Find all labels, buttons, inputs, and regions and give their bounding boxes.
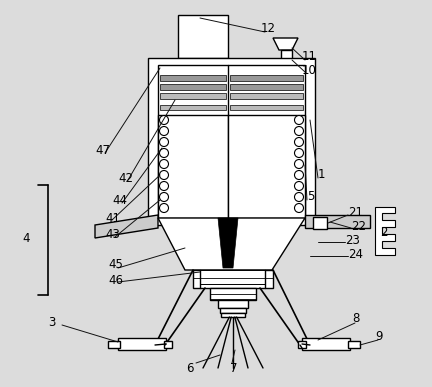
Circle shape: [159, 115, 168, 125]
Text: 8: 8: [352, 312, 359, 325]
Polygon shape: [305, 215, 370, 228]
Bar: [160, 75, 226, 81]
Bar: [221, 313, 245, 317]
Circle shape: [295, 192, 304, 202]
Circle shape: [159, 171, 168, 180]
Circle shape: [159, 127, 168, 135]
Bar: [193, 270, 273, 288]
Polygon shape: [158, 218, 305, 270]
Circle shape: [159, 159, 168, 168]
Bar: [230, 105, 303, 110]
Circle shape: [159, 149, 168, 158]
Bar: [302, 338, 350, 350]
Circle shape: [159, 192, 168, 202]
Bar: [160, 93, 226, 99]
Text: 47: 47: [95, 144, 110, 156]
Bar: [220, 308, 246, 313]
Bar: [230, 75, 303, 81]
Bar: [148, 58, 315, 225]
Text: 2: 2: [380, 226, 388, 240]
Text: 45: 45: [108, 259, 123, 272]
Text: 44: 44: [112, 194, 127, 207]
Text: 7: 7: [230, 361, 238, 375]
Polygon shape: [95, 215, 158, 238]
Bar: [158, 115, 228, 218]
Circle shape: [295, 127, 304, 135]
Polygon shape: [273, 38, 298, 50]
Circle shape: [295, 115, 304, 125]
Text: 46: 46: [108, 274, 123, 286]
Circle shape: [159, 204, 168, 212]
Circle shape: [159, 182, 168, 190]
Bar: [160, 105, 226, 110]
Text: 1: 1: [318, 168, 325, 182]
Bar: [230, 93, 303, 99]
Polygon shape: [375, 207, 395, 255]
Bar: [108, 341, 120, 348]
Text: 3: 3: [48, 315, 55, 329]
Bar: [200, 270, 265, 284]
Text: 22: 22: [351, 219, 366, 233]
Text: 21: 21: [348, 205, 363, 219]
Text: 42: 42: [118, 171, 133, 185]
Bar: [158, 65, 305, 218]
Text: 5: 5: [307, 190, 314, 204]
Text: 41: 41: [105, 212, 120, 224]
Bar: [313, 217, 327, 229]
Polygon shape: [218, 218, 238, 268]
Text: 6: 6: [186, 361, 194, 375]
Bar: [164, 341, 172, 348]
Circle shape: [295, 137, 304, 147]
Text: 9: 9: [375, 330, 382, 344]
Text: 4: 4: [22, 231, 29, 245]
Bar: [118, 338, 166, 350]
Text: 11: 11: [302, 50, 317, 63]
Bar: [178, 15, 228, 58]
Text: 23: 23: [345, 233, 360, 247]
Circle shape: [295, 149, 304, 158]
Text: 12: 12: [261, 22, 276, 34]
Text: 10: 10: [302, 63, 317, 77]
Bar: [210, 288, 256, 300]
Bar: [218, 300, 248, 308]
Circle shape: [295, 171, 304, 180]
Circle shape: [295, 204, 304, 212]
Bar: [230, 84, 303, 90]
Bar: [228, 115, 305, 218]
Bar: [298, 341, 306, 348]
Circle shape: [295, 182, 304, 190]
Bar: [281, 50, 292, 63]
Text: 24: 24: [348, 248, 363, 260]
Circle shape: [295, 159, 304, 168]
Bar: [348, 341, 360, 348]
Circle shape: [159, 137, 168, 147]
Text: 43: 43: [105, 228, 120, 241]
Bar: [160, 84, 226, 90]
